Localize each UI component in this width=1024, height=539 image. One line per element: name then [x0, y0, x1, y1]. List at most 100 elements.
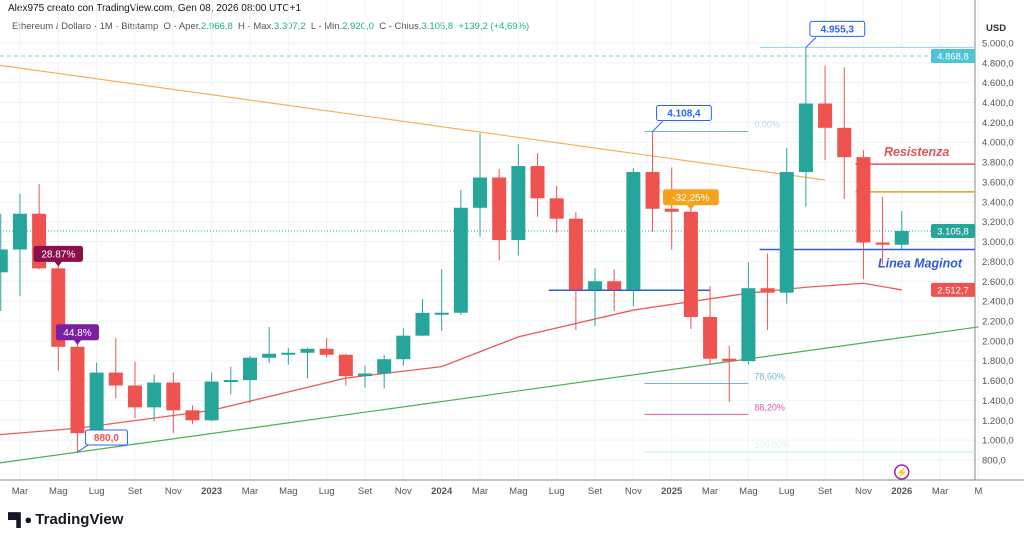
candle-body: [223, 380, 238, 383]
x-tick-label: Set: [818, 486, 833, 497]
x-tick-label: Lug: [549, 486, 565, 497]
price-tag: [931, 224, 975, 239]
x-tick-label: Nov: [165, 486, 182, 497]
price-tag-label: 2.512,7: [937, 285, 969, 296]
candle-body: [70, 346, 85, 434]
x-tick-label: M: [974, 486, 982, 497]
candle-body: [530, 166, 545, 199]
x-tick-label: 2024: [431, 486, 453, 497]
y-tick-label: 1.200,0: [982, 416, 1014, 427]
y-tick-label: 1.600,0: [982, 376, 1014, 387]
candle-body: [741, 288, 756, 362]
price-tag-label: 4.868,8: [937, 51, 969, 62]
price-tag: [931, 48, 975, 63]
chart-credit: Alex975 creato con TradingView.com, Gen …: [8, 3, 302, 14]
candle-body: [453, 207, 468, 313]
price-tag: [931, 282, 975, 297]
candle-body: [837, 127, 852, 158]
candle-body: [511, 166, 526, 241]
candle-body: [760, 288, 775, 293]
price-tag-label: 3.105,8: [937, 227, 969, 238]
x-tick-label: Set: [588, 486, 603, 497]
close-label: C - Chius.: [379, 21, 422, 32]
logo-text: TradingView: [35, 511, 124, 528]
y-tick-label: 2.800,0: [982, 257, 1014, 268]
candle-body: [549, 198, 564, 219]
currency-label: USD: [986, 23, 1006, 34]
x-tick-label: Mag: [509, 486, 527, 497]
support-trendline: [0, 326, 979, 464]
callout-label: 4.108,4: [667, 108, 701, 119]
y-tick-label: 4.000,0: [982, 138, 1014, 149]
x-tick-label: Lug: [779, 486, 795, 497]
callout-box: [84, 429, 128, 446]
x-tick-label: 2026: [891, 486, 912, 497]
candle-body: [204, 381, 219, 421]
price-chart[interactable]: 800,0 1.000,0 1.200,0 1.400,0 1.600,0 1.800,0…: [0, 0, 1024, 505]
x-tick-label: Nov: [395, 486, 412, 497]
x-tick-label: Lug: [89, 486, 105, 497]
level-label: Linea Maginot: [878, 256, 963, 270]
candle-body: [108, 372, 123, 386]
fib-level-label: 88,20%: [754, 402, 785, 412]
moving-average-line: [0, 282, 902, 436]
callout-pointer: [54, 261, 63, 267]
callout-pointer: [652, 121, 663, 132]
callout-box: [55, 324, 99, 341]
fib-level-label: 100,00%: [754, 440, 790, 450]
x-tick-label: Set: [128, 486, 143, 497]
candle-body: [683, 211, 698, 318]
candle-body: [377, 359, 392, 374]
callout-label: 4.955,3: [821, 24, 855, 35]
candle-body: [415, 312, 430, 336]
candle-body: [818, 103, 833, 128]
y-tick-label: 5.000,0: [982, 38, 1014, 49]
y-tick-label: 1.400,0: [982, 396, 1014, 407]
callout-box: [33, 245, 83, 262]
candle-body: [185, 410, 200, 421]
x-tick-label: Mar: [702, 486, 718, 497]
open-value: 2.966,8: [201, 21, 233, 32]
y-tick-label: 3.000,0: [982, 237, 1014, 248]
callout-pointer: [73, 339, 82, 345]
callout-label: 28.87%: [41, 249, 75, 260]
candle-body: [779, 172, 794, 293]
symbol-name[interactable]: Ethereum / Dollaro · 1M · Bitstamp: [12, 21, 159, 32]
candle-body: [12, 213, 27, 250]
y-tick-label: 3.400,0: [982, 197, 1014, 208]
y-tick-label: 3.200,0: [982, 217, 1014, 228]
x-tick-label: Mar: [472, 486, 488, 497]
y-tick-label: 4.200,0: [982, 118, 1014, 129]
candle-body: [875, 242, 890, 245]
callout-box: [809, 20, 866, 37]
y-tick-label: 2.000,0: [982, 336, 1014, 347]
candle-body: [358, 373, 372, 377]
tradingview-logo-icon: ▀▌●: [8, 512, 32, 527]
y-tick-label: 4.600,0: [982, 78, 1014, 89]
tradingview-logo[interactable]: ▀▌● TradingView: [8, 511, 123, 528]
resistance-trendline: [0, 64, 826, 181]
callout-label: 44.8%: [63, 328, 91, 339]
candle-body: [281, 352, 296, 355]
candle-body: [722, 358, 737, 362]
candle-body: [300, 348, 315, 353]
x-tick-label: Set: [358, 486, 373, 497]
candle-body: [242, 357, 257, 381]
candle-body: [664, 208, 679, 212]
y-tick-label: 3.600,0: [982, 177, 1014, 188]
candle-body: [856, 157, 871, 243]
candle-body: [473, 177, 488, 208]
candle-body: [703, 317, 718, 359]
candle-body: [166, 382, 181, 411]
y-tick-label: 4.800,0: [982, 58, 1014, 69]
callout-box: [656, 104, 712, 121]
low-value: 2.920,0: [342, 21, 374, 32]
candle-body: [0, 249, 8, 273]
fib-level-label: 78,60%: [754, 372, 785, 382]
callout-box: [662, 189, 719, 206]
high-label: H - Max.: [238, 21, 274, 32]
candle-body: [127, 385, 142, 408]
y-tick-label: 2.200,0: [982, 316, 1014, 327]
candle-body: [262, 353, 277, 358]
lightning-icon: [894, 464, 910, 480]
